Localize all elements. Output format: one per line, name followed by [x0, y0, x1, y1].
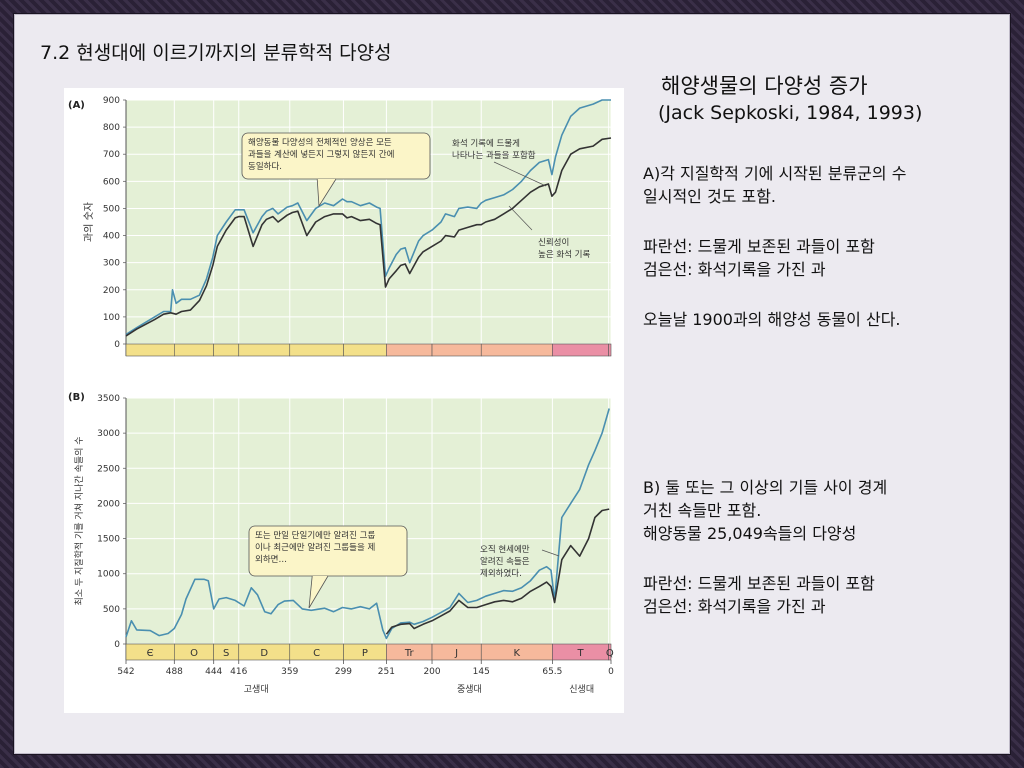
era-label: 중생대: [457, 684, 482, 695]
period-band-a: [238, 343, 291, 357]
y-tick-label-a: 700: [103, 150, 120, 160]
a-black-desc: 검은선: 화석기록을 가진 과: [643, 260, 826, 279]
x-tick-label: 145: [473, 667, 490, 677]
y-tick-label-b: 500: [103, 605, 120, 615]
y-axis-label-b: 최소 두 지질학적 기를 거쳐 지나간 속들의 수: [73, 436, 85, 605]
b-black-desc: 검은선: 화석기록을 가진 과: [643, 597, 826, 616]
callout-text-b: 외하면…: [255, 554, 287, 565]
callout-text-b: 또는 만일 단일기에만 알려진 그룹: [255, 530, 375, 541]
period-label: C: [313, 648, 320, 659]
callout-text-a: 화석 기록에 드물게: [452, 138, 520, 149]
y-tick-label-a: 600: [103, 177, 120, 187]
callout-text-a: 나타나는 과들을 포함함: [452, 151, 536, 161]
period-label: Є: [147, 648, 154, 659]
b-desc-line2: 거친 속들만 포함.: [643, 501, 762, 520]
x-tick-label: 200: [423, 667, 440, 677]
callout-text-b: 알려진 속들은: [480, 556, 530, 567]
y-tick-label-b: 1000: [97, 570, 120, 580]
figure-panel: (A) 0 100 200 300 400 500 600 700 800 900 과의 숫자 해양동…: [64, 88, 624, 713]
period-label: K: [514, 648, 521, 659]
era-label: 신생대: [569, 684, 594, 695]
callout-text-a: 과들을 계산에 넣든지 그렇지 않든지 간에: [248, 149, 394, 160]
callout-leader-b: [541, 549, 560, 557]
period-band-a: [213, 343, 240, 357]
callout-text-a: 높은 화석 기록: [538, 249, 591, 260]
period-band-a: [552, 343, 609, 357]
black-series-line-b: [385, 508, 610, 635]
y-tick-label-a: 400: [103, 232, 120, 242]
callout-text-a: 신뢰성이: [538, 237, 569, 248]
y-tick-label-a: 300: [103, 259, 120, 269]
period-label: D: [260, 648, 268, 659]
period-band-a: [480, 343, 553, 357]
a-desc-line1: A)각 지질학적 기에 시작된 분류군의 수: [643, 164, 907, 183]
y-tick-label-a: 500: [103, 204, 120, 214]
callout-text-a: 해양동물 다양성의 전체적인 양상은 모든: [248, 137, 392, 148]
x-tick-label: 251: [378, 667, 395, 677]
plot-area-b: [126, 398, 611, 644]
y-axis-label-a: 과의 숫자: [83, 202, 95, 242]
blue-series-line-b: [125, 408, 610, 640]
x-tick-label: 444: [205, 667, 222, 677]
y-tick-label-b: 3000: [97, 429, 120, 439]
slide-title: 7.2 현생대에 이르기까지의 분류학적 다양성: [40, 42, 392, 64]
period-band-a: [431, 343, 482, 357]
x-tick-label: 0: [608, 667, 614, 677]
y-tick-label-b: 1500: [97, 535, 120, 545]
period-label: T: [576, 648, 584, 659]
period-band-a: [343, 343, 387, 357]
x-tick-label: 65.5: [542, 667, 562, 677]
period-label: O: [190, 648, 198, 659]
period-label: Tr: [404, 648, 415, 659]
a-blue-desc: 파란선: 드물게 보존된 과들이 포함: [643, 237, 875, 256]
period-band-a: [125, 343, 175, 357]
callout-leader-a: [493, 161, 547, 187]
black-series-line-a: [125, 137, 612, 337]
b-desc-line1: B) 둘 또는 그 이상의 기들 사이 경계: [643, 478, 888, 497]
right-citation: (Jack Sepkoski, 1984, 1993): [658, 102, 923, 124]
period-band-a: [386, 343, 433, 357]
b-desc-line3: 해양동물 25,049속들의 다양성: [643, 524, 857, 543]
callout-text-b: 이나 최근에만 알려진 그룹들을 제: [255, 542, 375, 553]
b-blue-desc: 파란선: 드물게 보존된 과들이 포함: [643, 574, 875, 593]
callout-leader-a: [508, 205, 533, 231]
x-tick-label: 299: [335, 667, 352, 677]
y-tick-label-a: 100: [103, 313, 120, 323]
period-band-a: [174, 343, 214, 357]
x-tick-label: 416: [230, 667, 247, 677]
callout-text-b: 오직 현세에만: [480, 544, 530, 555]
y-tick-label-b: 2000: [97, 499, 120, 509]
x-tick-label: 488: [166, 667, 183, 677]
period-label: J: [454, 648, 458, 659]
x-tick-label: 542: [117, 667, 134, 677]
y-tick-label-a: 800: [103, 123, 120, 133]
y-tick-label-b: 3500: [97, 394, 120, 404]
a-today-desc: 오늘날 1900과의 해양성 동물이 산다.: [643, 310, 901, 329]
y-tick-label-b: 0: [114, 640, 120, 650]
panel-a-label: (A): [68, 100, 85, 111]
blue-series-line-a: [125, 99, 611, 336]
era-label: 고생대: [244, 684, 269, 695]
callout-text-b: 제외하였다.: [480, 568, 522, 579]
panel-b-label: (B): [68, 392, 85, 403]
period-label: Q: [606, 648, 614, 659]
period-label: S: [223, 648, 229, 659]
a-desc-line2: 일시적인 것도 포함.: [643, 187, 777, 206]
callout-tail-a: [316, 178, 337, 208]
y-tick-label-a: 900: [103, 96, 120, 106]
callout-tail-b: [308, 575, 329, 609]
y-tick-label-b: 2500: [97, 464, 120, 474]
x-tick-label: 359: [281, 667, 298, 677]
period-label: P: [362, 648, 368, 659]
right-heading: 해양생물의 다양성 증가: [661, 74, 868, 98]
period-band-b: [608, 643, 612, 661]
period-band-a: [289, 343, 344, 357]
callout-text-a: 동일하다.: [248, 161, 282, 172]
y-tick-label-a: 200: [103, 286, 120, 296]
diversity-figure: (A) 0 100 200 300 400 500 600 700 800 900 과의 숫자 해양동…: [68, 96, 614, 695]
y-tick-label-a: 0: [114, 340, 120, 350]
period-band-a: [608, 343, 612, 357]
